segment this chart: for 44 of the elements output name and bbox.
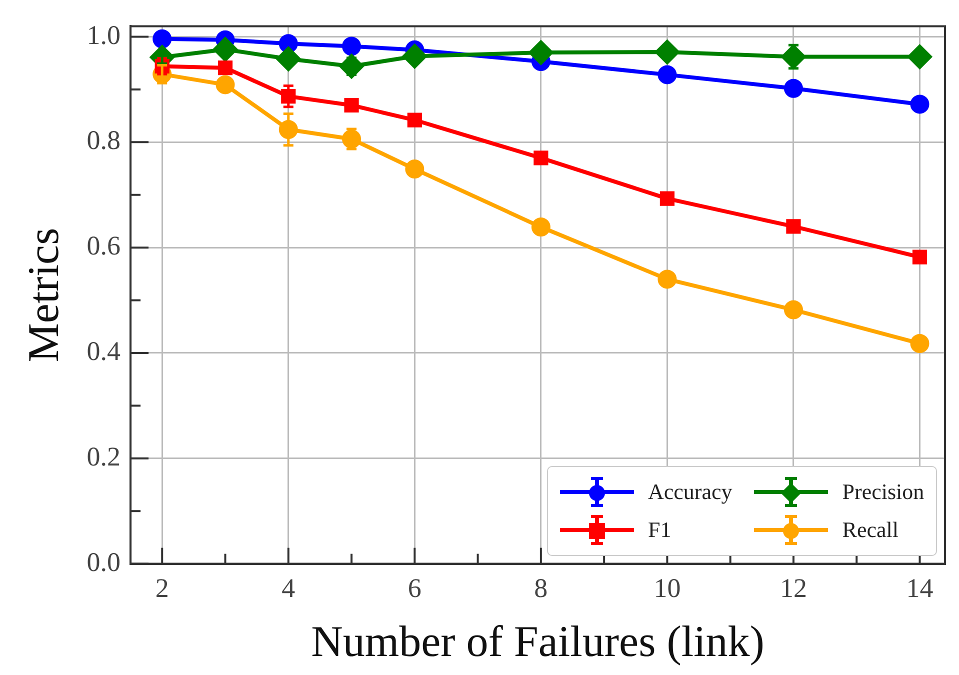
point: [276, 46, 300, 71]
point: [213, 37, 238, 62]
point: [407, 112, 422, 128]
point: [908, 44, 932, 69]
point: [531, 218, 550, 237]
point: [658, 65, 677, 84]
legend-label: Accuracy: [648, 478, 732, 505]
point: [218, 60, 233, 76]
legend-label: Recall: [842, 516, 898, 543]
x-tick-label: 8: [534, 573, 548, 604]
point: [781, 44, 806, 69]
point: [912, 250, 928, 264]
legend-label: Precision: [842, 478, 924, 505]
x-tick-label: 6: [408, 573, 422, 604]
point: [528, 40, 553, 65]
x-axis-title: Number of Failures (link): [311, 617, 764, 666]
y-tick-label: 1.0: [86, 20, 121, 50]
point: [910, 334, 930, 353]
y-tick-label: 0.4: [86, 336, 122, 366]
point: [534, 150, 548, 166]
x-tick-label: 14: [906, 573, 934, 604]
point: [910, 94, 930, 114]
x-tick-label: 2: [155, 573, 169, 604]
x-tick-label: 12: [780, 573, 807, 604]
point: [216, 75, 235, 94]
point: [658, 270, 677, 289]
y-tick-label: 0.0: [86, 546, 121, 577]
point: [784, 78, 803, 98]
y-axis-title: Metrics: [18, 228, 68, 362]
legend-label: F1: [648, 516, 672, 543]
x-tick-label: 4: [282, 573, 296, 604]
point: [784, 300, 803, 320]
y-tick-label: 0.6: [86, 230, 121, 261]
point: [152, 29, 172, 48]
point: [342, 36, 362, 56]
point: [786, 219, 801, 234]
x-tick-label: 10: [654, 573, 681, 604]
y-tick-label: 0.8: [86, 125, 121, 156]
point: [402, 44, 427, 68]
y-tick-label: 0.2: [86, 441, 121, 472]
point: [655, 40, 680, 64]
point: [405, 160, 424, 179]
point: [344, 98, 359, 113]
point: [660, 191, 675, 206]
